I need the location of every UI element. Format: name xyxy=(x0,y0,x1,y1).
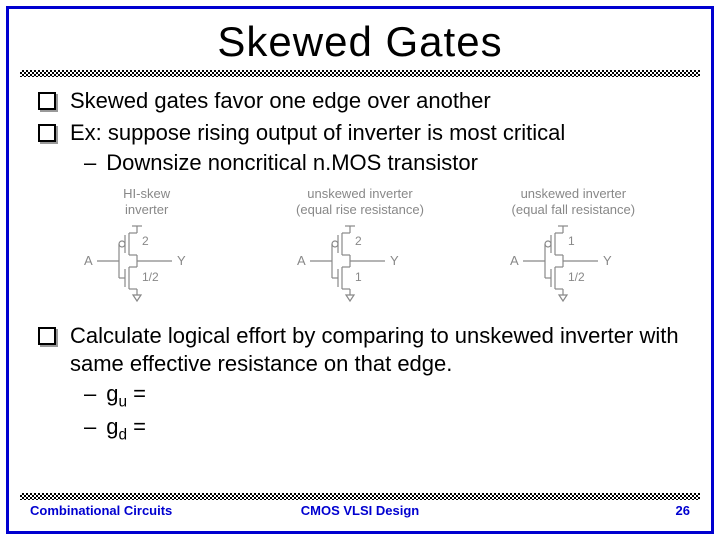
inverter-svg: A Y 2 1/2 xyxy=(57,223,237,303)
diagram-2: unskewed inverter (equal rise resistance… xyxy=(270,186,450,308)
slide-content: Skewed Gates Skewed gates favor one edge… xyxy=(20,16,700,522)
nmos-size: 1/2 xyxy=(142,270,159,284)
diagram-label-1: HI-skew xyxy=(123,186,170,201)
equals: = xyxy=(127,414,146,439)
diagram-3: unskewed inverter (equal fall resistance… xyxy=(483,186,663,308)
svg-text:Y: Y xyxy=(177,253,186,268)
diagram-label: HI-skew inverter xyxy=(57,186,237,217)
diagrams-row: HI-skew inverter xyxy=(40,186,680,308)
diagram-label-1: unskewed inverter xyxy=(307,186,413,201)
g-label: g xyxy=(106,414,118,439)
dash-gu: – gu = xyxy=(20,381,700,411)
inverter-svg: A Y 2 1 xyxy=(270,223,450,303)
bullet-icon xyxy=(38,92,56,110)
dash-1: – Downsize noncritical n.MOS transistor xyxy=(20,150,700,176)
nmos-size: 1 xyxy=(355,270,362,284)
bullet-text: Ex: suppose rising output of inverter is… xyxy=(70,119,565,147)
footer-left: Combinational Circuits xyxy=(30,503,250,518)
bullet-2: Ex: suppose rising output of inverter is… xyxy=(20,119,700,147)
dash-icon: – xyxy=(84,381,96,407)
dash-gd: – gd = xyxy=(20,414,700,444)
footer-divider xyxy=(20,493,700,500)
footer: Combinational Circuits CMOS VLSI Design … xyxy=(26,503,694,518)
diagram-label-2: inverter xyxy=(125,202,168,217)
equals: = xyxy=(127,381,146,406)
g-sub: u xyxy=(119,394,128,411)
slide-title: Skewed Gates xyxy=(20,18,700,66)
dash-text: gd = xyxy=(106,414,146,444)
diagram-1: HI-skew inverter xyxy=(57,186,237,308)
pmos-size: 1 xyxy=(568,234,575,248)
bullet-icon xyxy=(38,124,56,142)
diagram-label-1: unskewed inverter xyxy=(521,186,627,201)
title-divider xyxy=(20,70,700,77)
bullet-text: Skewed gates favor one edge over another xyxy=(70,87,491,115)
footer-center: CMOS VLSI Design xyxy=(250,503,470,518)
bullet-icon xyxy=(38,327,56,345)
diagram-label: unskewed inverter (equal rise resistance… xyxy=(270,186,450,217)
bullet-text: Calculate logical effort by comparing to… xyxy=(70,322,700,377)
svg-text:A: A xyxy=(510,253,519,268)
pmos-size: 2 xyxy=(142,234,149,248)
slide: Skewed Gates Skewed gates favor one edge… xyxy=(0,0,720,540)
diagram-label-2: (equal rise resistance) xyxy=(296,202,424,217)
g-sub: d xyxy=(119,426,128,443)
svg-text:Y: Y xyxy=(390,253,399,268)
svg-text:Y: Y xyxy=(603,253,612,268)
dash-icon: – xyxy=(84,414,96,440)
svg-text:A: A xyxy=(297,253,306,268)
bullet-3: Calculate logical effort by comparing to… xyxy=(20,322,700,377)
svg-text:A: A xyxy=(84,253,93,268)
inverter-svg: A Y 1 1/2 xyxy=(483,223,663,303)
g-label: g xyxy=(106,381,118,406)
dash-icon: – xyxy=(84,150,96,176)
dash-text: gu = xyxy=(106,381,146,411)
bullet-1: Skewed gates favor one edge over another xyxy=(20,87,700,115)
diagram-label: unskewed inverter (equal fall resistance… xyxy=(483,186,663,217)
body: Skewed gates favor one edge over another… xyxy=(20,87,700,444)
pmos-size: 2 xyxy=(355,234,362,248)
diagram-label-2: (equal fall resistance) xyxy=(512,202,636,217)
footer-right: 26 xyxy=(470,503,690,518)
nmos-size: 1/2 xyxy=(568,270,585,284)
dash-text: Downsize noncritical n.MOS transistor xyxy=(106,150,478,176)
